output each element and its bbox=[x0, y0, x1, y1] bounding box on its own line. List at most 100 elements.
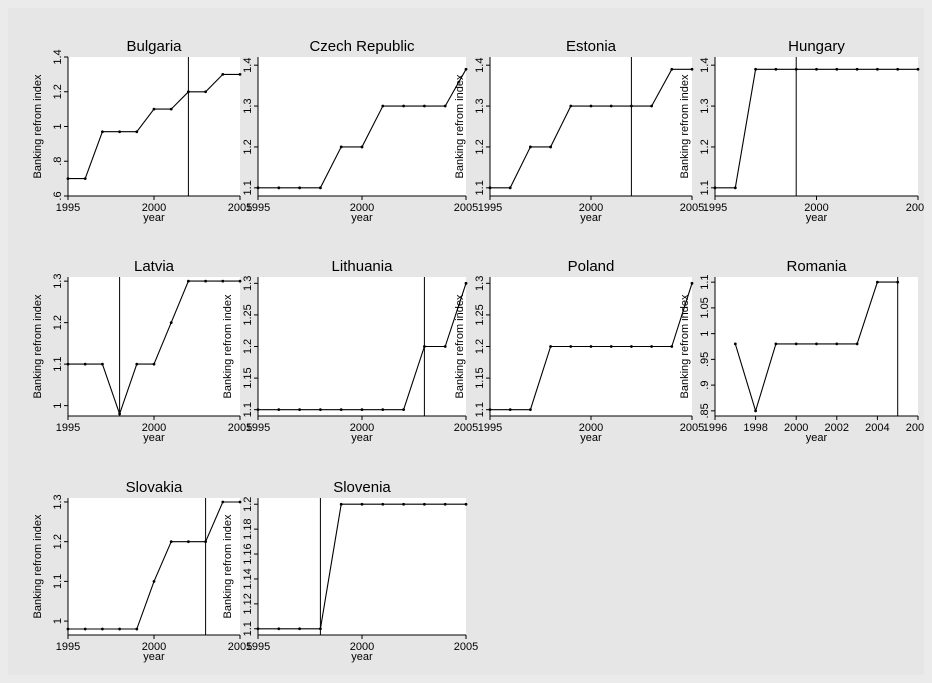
y-tick-label: 1.2 bbox=[474, 139, 486, 154]
data-point bbox=[66, 362, 70, 366]
x-axis-label: year bbox=[351, 651, 373, 663]
y-axis-label: Banking refrom index bbox=[454, 294, 466, 398]
x-axis-label: year bbox=[351, 212, 373, 224]
y-tick-label: 1.2 bbox=[242, 497, 254, 512]
data-point bbox=[66, 177, 70, 181]
data-point bbox=[589, 345, 593, 348]
data-point bbox=[187, 540, 190, 544]
panel-title: Lithuania bbox=[332, 258, 394, 275]
data-point bbox=[204, 90, 208, 94]
x-tick-label: 1995 bbox=[703, 202, 727, 214]
data-point bbox=[118, 412, 121, 416]
data-point bbox=[464, 502, 468, 506]
data-point bbox=[277, 627, 281, 631]
data-point bbox=[135, 130, 139, 134]
x-axis-label: year bbox=[143, 651, 165, 663]
data-point bbox=[298, 627, 301, 631]
x-tick-label: 2000 bbox=[142, 422, 166, 434]
y-tick-label: 1.2 bbox=[242, 339, 254, 354]
panel-lithuania: Lithuania 1995 2000 2005 1.1 1.15 1.2 1.25 1.3 ye… bbox=[222, 258, 478, 444]
data-point bbox=[589, 104, 593, 108]
data-point bbox=[319, 186, 322, 190]
data-point bbox=[402, 408, 405, 412]
data-point bbox=[169, 540, 173, 544]
data-point bbox=[549, 145, 552, 149]
y-tick-label: 1 bbox=[52, 403, 64, 409]
plot-area bbox=[715, 277, 918, 416]
data-point bbox=[298, 186, 301, 190]
data-point bbox=[204, 540, 208, 544]
data-point bbox=[101, 362, 104, 366]
data-point bbox=[690, 281, 694, 285]
y-tick-label: 1.25 bbox=[242, 304, 254, 325]
data-point bbox=[256, 408, 260, 412]
data-point bbox=[896, 67, 900, 71]
data-point bbox=[402, 104, 405, 108]
data-point bbox=[238, 279, 242, 283]
data-point bbox=[152, 579, 156, 583]
y-tick-label: 1.1 bbox=[474, 180, 486, 195]
y-tick-label: .8 bbox=[52, 157, 64, 166]
data-point bbox=[152, 362, 156, 366]
data-point bbox=[815, 67, 818, 71]
plot-area bbox=[68, 277, 240, 416]
x-tick-label: 2005 bbox=[454, 422, 478, 434]
y-tick-label: 1.4 bbox=[474, 58, 486, 73]
y-tick-label: 1.3 bbox=[474, 98, 486, 113]
panel-hungary: Hungary 1995 2000 2005 1.1 1.2 1.3 1.4 year Banki… bbox=[679, 38, 930, 224]
data-point bbox=[733, 342, 737, 346]
x-tick-label: 2000 bbox=[579, 422, 603, 434]
data-point bbox=[835, 67, 839, 71]
x-tick-label: 2000 bbox=[804, 202, 828, 214]
data-point bbox=[774, 67, 778, 71]
data-point bbox=[360, 502, 364, 506]
data-point bbox=[609, 345, 613, 348]
y-tick-label: .6 bbox=[52, 191, 64, 200]
x-tick-label: 2005 bbox=[454, 202, 478, 214]
data-point bbox=[339, 145, 343, 149]
data-point bbox=[855, 67, 859, 71]
data-point bbox=[152, 107, 156, 111]
y-tick-label: 1.3 bbox=[52, 274, 64, 289]
x-axis-label: year bbox=[580, 212, 602, 224]
y-axis-label: Banking refrom index bbox=[32, 514, 44, 618]
data-point bbox=[794, 342, 798, 346]
y-tick-label: 1.15 bbox=[474, 367, 486, 388]
data-point bbox=[360, 408, 364, 412]
y-axis-label: Banking refrom index bbox=[679, 294, 691, 398]
data-point bbox=[277, 186, 281, 190]
y-tick-label: 1.14 bbox=[242, 568, 254, 589]
plot-area bbox=[68, 57, 240, 196]
y-tick-label: 1.4 bbox=[699, 58, 711, 73]
data-point bbox=[630, 345, 633, 348]
y-tick-label: 1 bbox=[699, 331, 711, 337]
panel-romania: Romania 1996 1998 2000 2002 2004 2006 .85 .9 .95 1… bbox=[679, 258, 930, 444]
x-tick-label: 2005 bbox=[228, 422, 252, 434]
plot-area bbox=[68, 498, 240, 635]
data-point bbox=[529, 408, 532, 412]
data-point bbox=[630, 104, 633, 108]
data-point bbox=[66, 627, 70, 631]
y-tick-label: 1.25 bbox=[474, 304, 486, 325]
panel-bulgaria: Bulgaria 1995 2000 2005 .6 .8 1 1.2 1.4 year Banki… bbox=[32, 38, 252, 224]
data-point bbox=[187, 279, 190, 283]
y-tick-label: 1 bbox=[52, 123, 64, 129]
data-point bbox=[381, 104, 385, 108]
data-point bbox=[169, 321, 173, 325]
plot-area bbox=[715, 57, 918, 196]
x-tick-label: 2005 bbox=[228, 641, 252, 653]
data-point bbox=[815, 342, 818, 346]
x-tick-label: 1995 bbox=[246, 202, 270, 214]
y-tick-label: 1.3 bbox=[699, 98, 711, 113]
x-axis-label: year bbox=[351, 432, 373, 444]
y-tick-label: 1.2 bbox=[242, 139, 254, 154]
panel-poland: Poland 1995 2000 2005 1.1 1.15 1.2 1.25 1.3 year B… bbox=[454, 258, 704, 444]
data-point bbox=[916, 67, 920, 71]
y-axis-label: Banking refrom index bbox=[32, 294, 44, 398]
data-point bbox=[187, 90, 190, 94]
x-tick-label: 1996 bbox=[703, 422, 727, 434]
data-point bbox=[277, 408, 281, 412]
data-point bbox=[443, 502, 447, 506]
x-tick-label: 1998 bbox=[743, 422, 767, 434]
data-point bbox=[238, 500, 242, 504]
